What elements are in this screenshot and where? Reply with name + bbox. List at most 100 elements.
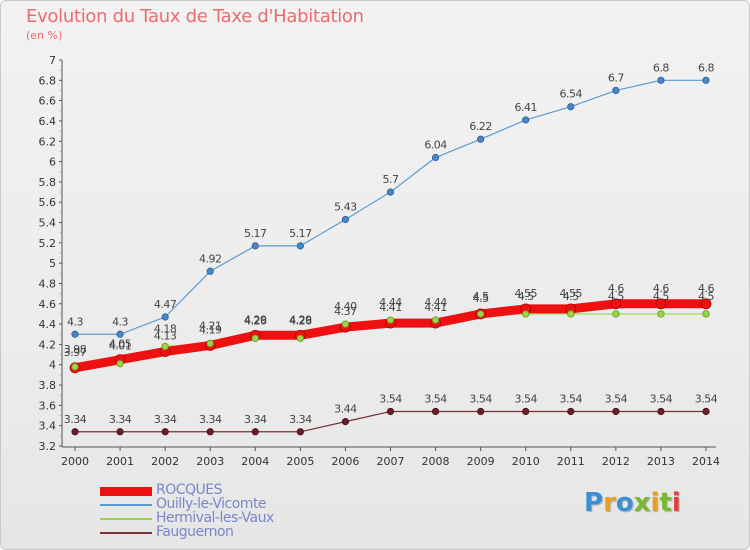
logo-letter: P (584, 488, 604, 518)
data-label-fauguernon: 3.34 (64, 413, 87, 426)
data-label-rocques: 4.29 (289, 313, 312, 326)
data-label-fauguernon: 3.34 (154, 413, 177, 426)
data-label-rocques: 4.41 (424, 301, 447, 314)
data-point-ouilly (702, 76, 710, 84)
data-label-ouilly: 6.41 (514, 101, 537, 114)
legend-swatch-fauguernon (100, 532, 152, 534)
data-label-hermival: 4.5 (473, 290, 489, 303)
data-point-hermival-top (657, 310, 665, 318)
data-label-rocques: 4.05 (109, 338, 132, 351)
y-tick-label: 6.2 (39, 135, 57, 148)
data-point-fauguernon (522, 407, 530, 416)
data-point-rocques (610, 298, 622, 310)
data-point-fauguernon (161, 428, 169, 436)
data-label-rocques: 4.5 (473, 292, 489, 305)
data-point-hermival-top (341, 320, 350, 328)
data-point-hermival-top (612, 310, 620, 318)
data-point-hermival-top (161, 342, 169, 351)
data-label-hermival: 4.5 (518, 290, 534, 303)
data-point-ouilly (251, 242, 259, 250)
data-label-hermival: 4.40 (334, 300, 357, 313)
data-point-hermival-top (71, 363, 79, 371)
data-point-hermival-top (567, 310, 575, 318)
data-label-hermival: 4.26 (289, 314, 312, 327)
data-label-fauguernon: 3.54 (469, 392, 492, 405)
x-tick-label: 2003 (196, 455, 224, 468)
data-label-hermival: 4.01 (109, 340, 132, 353)
data-point-fauguernon (206, 428, 214, 436)
data-label-fauguernon: 3.54 (379, 392, 402, 405)
data-label-hermival: 4.21 (199, 319, 222, 332)
data-label-ouilly: 4.47 (154, 298, 177, 311)
x-tick-label: 2010 (512, 455, 540, 468)
data-label-rocques: 4.6 (653, 282, 669, 295)
data-point-ouilly (296, 242, 304, 250)
x-tick-label: 2007 (377, 455, 405, 468)
logo-letter: o (615, 488, 634, 518)
legend-label-hermival: Hermival-les-Vaux (156, 510, 274, 526)
data-point-fauguernon (341, 418, 350, 426)
logo-letter: t (659, 488, 672, 518)
data-label-rocques: 4.6 (608, 282, 624, 295)
data-label-ouilly: 6.7 (608, 71, 624, 84)
x-tick-label: 2006 (331, 455, 359, 468)
data-label-rocques: 4.19 (199, 323, 222, 336)
data-point-fauguernon (116, 428, 124, 436)
data-label-rocques: 4.13 (154, 330, 177, 343)
data-label-fauguernon: 3.34 (199, 413, 222, 426)
data-label-ouilly: 6.8 (698, 61, 714, 74)
y-tick-label: 6.8 (39, 74, 57, 87)
data-point-hermival-top (386, 316, 395, 324)
data-label-ouilly: 4.92 (199, 252, 222, 265)
data-label-hermival: 4.5 (653, 290, 669, 303)
legend-swatch-ouilly (100, 504, 152, 506)
legend-swatch-rocques (100, 487, 152, 496)
data-label-ouilly: 6.22 (469, 120, 492, 133)
data-label-hermival: 4.5 (698, 290, 714, 303)
data-label-ouilly: 4.3 (112, 315, 128, 328)
y-tick-label: 6.6 (39, 95, 57, 108)
data-label-fauguernon: 3.54 (560, 392, 583, 405)
data-label-ouilly: 6.8 (653, 61, 669, 74)
data-point-fauguernon (657, 407, 665, 416)
y-tick-label: 5.8 (39, 176, 57, 189)
data-point-fauguernon (431, 407, 440, 416)
data-label-fauguernon: 3.34 (289, 413, 312, 426)
data-point-hermival-top (522, 310, 530, 318)
y-tick-label: 7 (49, 54, 56, 67)
data-point-ouilly (657, 76, 665, 84)
y-tick-label: 5.4 (39, 217, 57, 230)
data-label-ouilly: 4.3 (67, 315, 83, 328)
data-label-ouilly: 6.54 (560, 88, 583, 101)
data-label-rocques: 3.97 (64, 346, 87, 359)
data-label-ouilly: 5.43 (334, 200, 357, 213)
data-label-fauguernon: 3.44 (334, 403, 357, 416)
x-tick-label: 2012 (602, 455, 630, 468)
y-tick-label: 6.4 (39, 115, 57, 128)
y-tick-label: 5 (49, 257, 56, 270)
y-tick-label: 3.6 (39, 399, 57, 412)
data-point-ouilly (206, 267, 214, 275)
data-point-fauguernon (702, 407, 710, 416)
data-point-ouilly (386, 188, 395, 196)
data-label-rocques: 4.29 (244, 313, 267, 326)
chart-unit: (en %) (26, 29, 63, 42)
data-point-fauguernon (612, 407, 620, 416)
data-point-ouilly (522, 116, 530, 124)
data-label-fauguernon: 3.54 (695, 392, 718, 405)
data-label-fauguernon: 3.54 (514, 392, 537, 405)
data-point-ouilly (567, 103, 575, 111)
x-tick-label: 2001 (106, 455, 134, 468)
data-label-rocques: 4.37 (334, 305, 357, 318)
x-tick-label: 2011 (557, 455, 585, 468)
data-point-fauguernon (386, 407, 395, 416)
y-tick-label: 4.4 (39, 318, 57, 331)
data-point-ouilly (477, 135, 485, 143)
data-point-ouilly (612, 86, 620, 95)
y-tick-label: 5.6 (39, 196, 57, 209)
data-point-fauguernon (477, 407, 485, 416)
logo-letter: r (603, 488, 616, 518)
y-tick-label: 6 (49, 156, 56, 169)
data-point-ouilly (341, 215, 350, 224)
data-label-hermival: 4.26 (244, 314, 267, 327)
